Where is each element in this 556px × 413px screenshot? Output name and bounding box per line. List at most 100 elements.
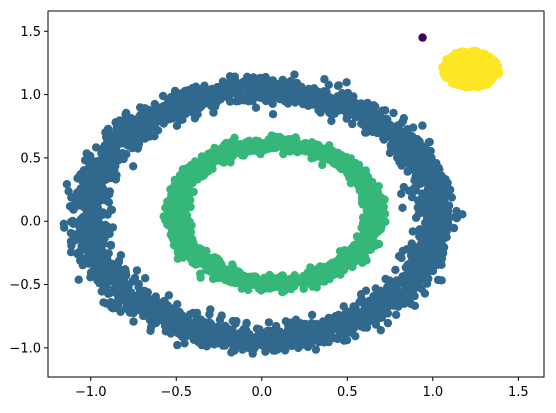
cluster-1-point <box>242 328 252 337</box>
cluster-1-point <box>210 340 219 349</box>
cluster-1-point <box>430 243 440 252</box>
cluster-1-point <box>342 335 352 345</box>
cluster-1-point <box>132 266 142 275</box>
cluster-1-point <box>394 302 403 311</box>
cluster-1-point <box>427 221 437 231</box>
cluster-1-point <box>244 82 253 91</box>
cluster-1-point <box>445 185 454 194</box>
cluster-1-point <box>421 252 430 261</box>
cluster-1-point <box>114 256 124 265</box>
cluster-1-point <box>391 265 400 275</box>
cluster-1-point <box>214 87 223 96</box>
cluster-1-point <box>192 308 202 318</box>
cluster-1-point <box>146 326 155 335</box>
cluster-1-point <box>391 310 401 319</box>
cluster-1-point <box>144 301 153 310</box>
cluster-2-point <box>351 248 360 258</box>
cluster-1-point <box>292 320 301 330</box>
cluster-2-point <box>192 244 202 254</box>
cluster-1-point <box>365 296 374 306</box>
cluster-2-point <box>213 153 222 163</box>
cluster-1-point <box>398 203 407 212</box>
cluster-2-point <box>201 162 210 171</box>
cluster-1-point <box>401 283 410 292</box>
cluster-2-point <box>174 206 184 216</box>
cluster-1-point <box>408 254 417 263</box>
cluster-1-point <box>397 189 406 198</box>
cluster-1-point <box>215 315 225 324</box>
cluster-2-point <box>359 239 368 249</box>
cluster-1-point <box>97 211 107 220</box>
cluster-1-point <box>275 80 284 90</box>
cluster-1-point <box>178 88 187 98</box>
cluster-1-point <box>372 303 381 312</box>
cluster-1-point <box>140 134 149 143</box>
cluster-1-point <box>242 319 251 329</box>
cluster-2-point <box>224 277 234 286</box>
cluster-2-point <box>209 258 218 268</box>
cluster-1-point <box>235 331 244 340</box>
cluster-1-point <box>349 302 358 311</box>
cluster-1-point <box>370 102 380 111</box>
cluster-1-point <box>234 92 243 102</box>
cluster-1-point <box>391 293 400 302</box>
cluster-1-point <box>99 239 108 249</box>
points-layer <box>59 33 504 358</box>
cluster-2-point <box>240 274 250 283</box>
cluster-1-point <box>129 162 138 171</box>
cluster-1-point <box>260 337 269 347</box>
cluster-1-point <box>139 311 148 321</box>
cluster-1-point <box>141 274 150 283</box>
cluster-1-point <box>362 128 371 137</box>
cluster-1-point <box>290 70 299 79</box>
cluster-1-point <box>180 105 189 114</box>
cluster-1-point <box>405 158 414 167</box>
cluster-1-point <box>320 75 329 84</box>
cluster-2-point <box>346 179 356 188</box>
cluster-1-point <box>334 81 343 90</box>
cluster-1-point <box>228 316 238 326</box>
cluster-1-point <box>385 121 394 131</box>
cluster-2-point <box>178 165 187 174</box>
cluster-1-point <box>87 271 96 280</box>
cluster-1-point <box>186 323 195 332</box>
cluster-1-point <box>394 252 404 261</box>
cluster-1-point <box>269 333 278 342</box>
cluster-1-point <box>105 187 115 196</box>
cluster-2-point <box>310 276 320 286</box>
cluster-1-point <box>381 106 390 115</box>
cluster-1-point <box>125 308 135 317</box>
cluster-1-point <box>211 102 220 111</box>
cluster-2-point <box>292 276 301 285</box>
cluster-1-point <box>375 313 385 323</box>
cluster-1-point <box>357 294 366 303</box>
cluster-2-point <box>196 269 205 278</box>
cluster-1-point <box>422 279 432 288</box>
cluster-2-point <box>282 279 292 289</box>
cluster-1-point <box>74 172 84 181</box>
cluster-1-point <box>88 226 97 236</box>
cluster-1-point <box>102 196 111 205</box>
cluster-1-point <box>329 323 339 332</box>
cluster-1-point <box>112 171 121 180</box>
cluster-2-point <box>175 178 185 188</box>
cluster-1-point <box>108 304 118 313</box>
cluster-1-point <box>106 241 116 250</box>
cluster-2-point <box>236 147 246 156</box>
cluster-1-point <box>285 81 294 91</box>
cluster-1-point <box>435 226 444 235</box>
cluster-1-point <box>68 203 78 213</box>
cluster-1-point <box>166 329 175 338</box>
cluster-1-point <box>130 273 140 282</box>
cluster-1-point <box>111 161 120 171</box>
cluster-1-point <box>410 183 419 193</box>
cluster-1-point <box>438 197 447 206</box>
cluster-2-point <box>303 279 312 288</box>
cluster-1-point <box>225 72 235 81</box>
cluster-2-point <box>176 213 185 222</box>
cluster-2-point <box>336 254 345 263</box>
cluster-1-point <box>166 306 176 316</box>
cluster-2-point <box>174 239 183 248</box>
cluster-1-point <box>408 227 417 236</box>
cluster-1-point <box>419 208 428 217</box>
